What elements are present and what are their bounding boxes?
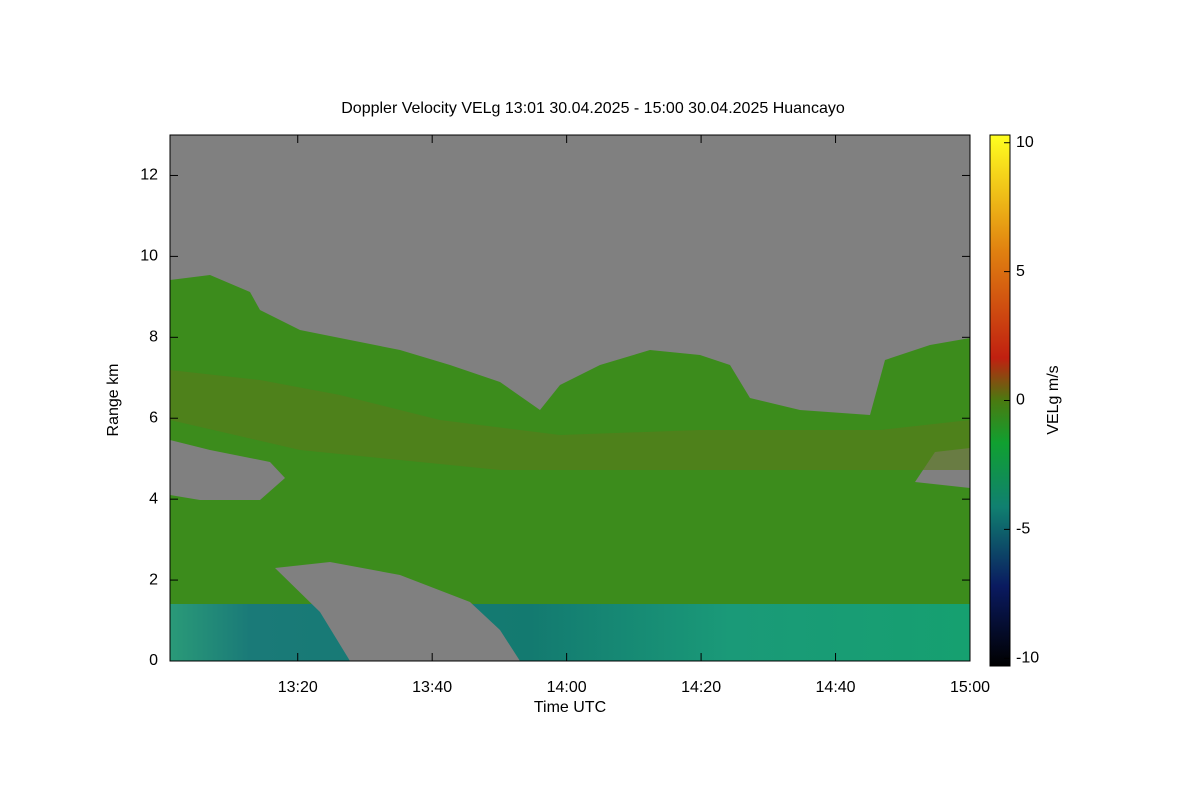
y-tick-label: 8 <box>149 329 158 346</box>
y-axis-label: Range km <box>105 364 122 437</box>
colorbar-tick-label: 5 <box>1016 263 1025 280</box>
x-axis-label: Time UTC <box>534 699 606 716</box>
colorbar-tick-label: 10 <box>1016 134 1034 151</box>
plot-frame <box>169 134 971 662</box>
x-tick-label: 14:40 <box>816 679 856 696</box>
y-tick-label: 4 <box>149 490 158 507</box>
x-tick-label: 14:20 <box>681 679 721 696</box>
colorbar-label: VELg m/s <box>1045 365 1062 434</box>
colorbar-tick-label: -5 <box>1016 521 1030 538</box>
x-tick-label: 14:00 <box>547 679 587 696</box>
x-tick-label: 15:00 <box>950 679 990 696</box>
x-tick-label: 13:40 <box>412 679 452 696</box>
chart-title: Doppler Velocity VELg 13:01 30.04.2025 -… <box>341 100 845 117</box>
colorbar-tick-label: -10 <box>1016 649 1039 666</box>
y-tick-label: 0 <box>149 652 158 669</box>
y-tick-label: 12 <box>140 167 158 184</box>
y-tick-label: 6 <box>149 409 158 426</box>
echo-field <box>170 135 970 661</box>
y-tick-label: 2 <box>149 571 158 588</box>
colorbar-tick-label: 0 <box>1016 392 1025 409</box>
y-tick-label: 10 <box>140 248 158 265</box>
x-tick-label: 13:20 <box>278 679 318 696</box>
